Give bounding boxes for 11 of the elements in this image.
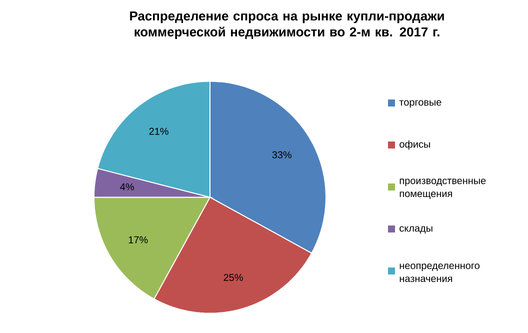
data-label: 25%	[224, 274, 243, 282]
legend-label: производственные помещения	[400, 178, 486, 199]
data-label: 17%	[128, 236, 148, 244]
legend-label: неопределенного назначения	[400, 264, 480, 282]
legend-label: торговые	[399, 100, 442, 108]
legend-label: офисы	[400, 140, 430, 150]
data-label: 21%	[149, 128, 168, 135]
chart-title: Распределение спроса на рынке купли-продажи коммерческой недвижимости во 2-м кв. 2017 г.	[130, 12, 444, 40]
legend-label: склады	[400, 226, 432, 234]
data-label: 33%	[272, 151, 292, 158]
data-label: 4%	[120, 183, 134, 190]
